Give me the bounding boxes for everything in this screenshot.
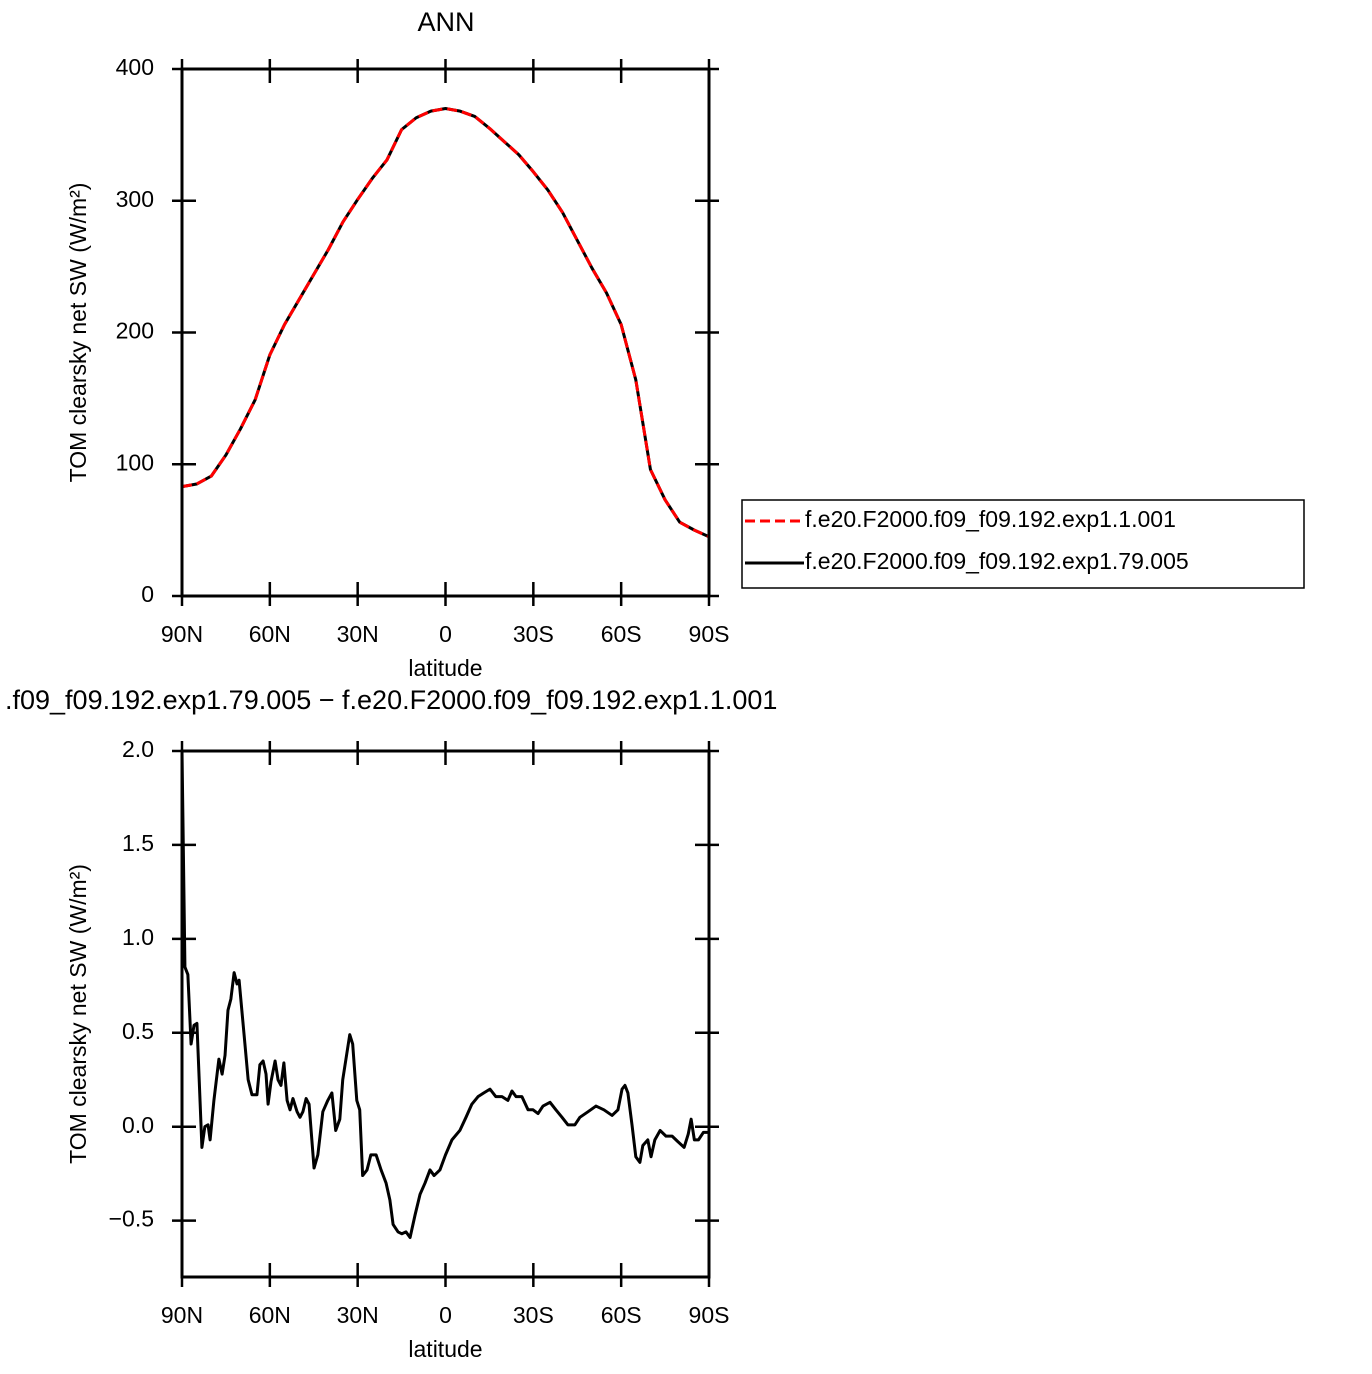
y-tick-label: 400 xyxy=(116,54,154,80)
legend-label: f.e20.F2000.f09_f09.192.exp1.1.001 xyxy=(805,506,1176,532)
chart-title: .f09_f09.192.exp1.79.005 − f.e20.F2000.f… xyxy=(5,685,777,715)
legend-label: f.e20.F2000.f09_f09.192.exp1.79.005 xyxy=(805,548,1189,574)
y-axis-label: TOM clearsky net SW (W/m²) xyxy=(65,183,91,483)
y-tick-label: 0 xyxy=(141,581,154,607)
chart-title: ANN xyxy=(417,7,474,37)
x-tick-label: 60N xyxy=(249,1302,291,1328)
x-tick-label: 90N xyxy=(161,621,203,647)
x-axis-label: latitude xyxy=(408,655,482,681)
y-axis-label: TOM clearsky net SW (W/m²) xyxy=(65,864,91,1164)
x-tick-label: 90S xyxy=(689,1302,730,1328)
legend-box xyxy=(741,499,1305,589)
plot-frame xyxy=(180,749,711,1279)
x-tick-label: 0 xyxy=(439,1302,452,1328)
y-tick-label: −0.5 xyxy=(109,1206,154,1232)
x-tick-label: 30S xyxy=(513,621,554,647)
x-tick-label: 60S xyxy=(601,621,642,647)
data-line xyxy=(181,107,710,539)
data-line xyxy=(180,750,709,1240)
x-tick-label: 60N xyxy=(249,621,291,647)
y-tick-label: 0.5 xyxy=(122,1018,154,1044)
y-tick-label: 200 xyxy=(116,318,154,344)
data-line xyxy=(181,107,710,539)
x-tick-label: 30S xyxy=(513,1302,554,1328)
x-tick-label: 30N xyxy=(337,1302,379,1328)
x-tick-label: 60S xyxy=(601,1302,642,1328)
x-axis-label: latitude xyxy=(408,1336,482,1362)
y-tick-label: 1.0 xyxy=(122,924,154,950)
y-tick-label: 0.0 xyxy=(122,1112,154,1138)
y-tick-label: 300 xyxy=(116,186,154,212)
y-tick-label: 100 xyxy=(116,449,154,475)
x-tick-label: 0 xyxy=(439,621,452,647)
x-tick-label: 90N xyxy=(161,1302,203,1328)
x-tick-label: 30N xyxy=(337,621,379,647)
x-tick-label: 90S xyxy=(689,621,730,647)
y-tick-label: 2.0 xyxy=(122,736,154,762)
y-tick-label: 1.5 xyxy=(122,830,154,856)
plot-frame xyxy=(180,67,711,598)
